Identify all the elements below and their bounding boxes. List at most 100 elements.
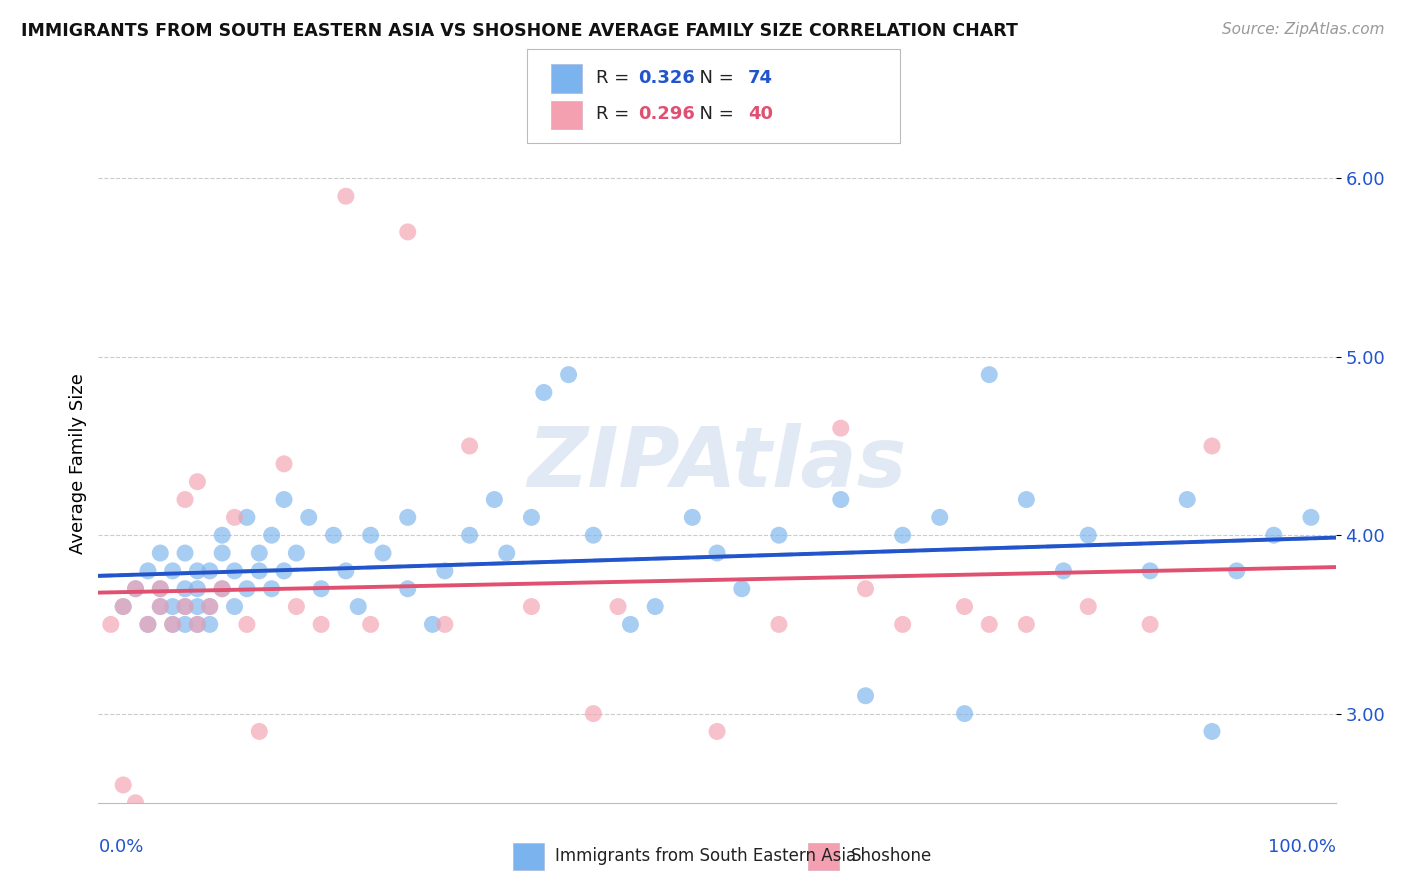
Point [186, 475, 208, 489]
Point [891, 528, 914, 542]
Point [484, 492, 506, 507]
Point [830, 492, 852, 507]
Point [1077, 528, 1099, 542]
Point [162, 599, 184, 614]
Point [211, 582, 233, 596]
Text: Shoshone: Shoshone [851, 847, 932, 865]
Point [260, 528, 283, 542]
Point [360, 617, 382, 632]
Point [1015, 617, 1038, 632]
Point [112, 599, 135, 614]
Point [520, 510, 543, 524]
Text: 0.0%: 0.0% [98, 838, 143, 855]
Point [186, 617, 208, 632]
Point [149, 599, 172, 614]
Point [112, 599, 135, 614]
Text: 0.326: 0.326 [638, 69, 695, 87]
Point [224, 564, 246, 578]
Point [224, 510, 246, 524]
Point [322, 528, 344, 542]
Point [124, 582, 146, 596]
Point [273, 564, 295, 578]
Point [681, 510, 703, 524]
Point [186, 599, 208, 614]
Point [186, 582, 208, 596]
Point [162, 564, 184, 578]
Text: ZIPAtlas: ZIPAtlas [527, 424, 907, 504]
Text: Source: ZipAtlas.com: Source: ZipAtlas.com [1222, 22, 1385, 37]
Point [149, 582, 172, 596]
Point [855, 582, 877, 596]
Point [174, 582, 197, 596]
Point [198, 599, 221, 614]
Text: 0.296: 0.296 [638, 105, 695, 123]
Point [706, 724, 728, 739]
Text: N =: N = [688, 105, 740, 123]
Point [149, 582, 172, 596]
Point [520, 599, 543, 614]
Point [174, 546, 197, 560]
Point [979, 368, 1001, 382]
Point [236, 510, 259, 524]
Point [174, 599, 197, 614]
Point [273, 492, 295, 507]
Point [360, 528, 382, 542]
Text: IMMIGRANTS FROM SOUTH EASTERN ASIA VS SHOSHONE AVERAGE FAMILY SIZE CORRELATION C: IMMIGRANTS FROM SOUTH EASTERN ASIA VS SH… [21, 22, 1018, 40]
Text: 40: 40 [748, 105, 773, 123]
Point [335, 189, 357, 203]
Point [236, 582, 259, 596]
Point [1201, 724, 1223, 739]
Point [1299, 510, 1322, 524]
Point [136, 617, 159, 632]
Point [433, 564, 456, 578]
Point [112, 778, 135, 792]
Point [224, 599, 246, 614]
Text: R =: R = [596, 69, 636, 87]
Point [136, 617, 159, 632]
Point [1139, 617, 1161, 632]
Point [396, 225, 419, 239]
Point [891, 617, 914, 632]
Point [247, 724, 270, 739]
Point [247, 546, 270, 560]
Point [149, 546, 172, 560]
Point [100, 617, 122, 632]
Point [1201, 439, 1223, 453]
Point [619, 617, 641, 632]
Point [174, 599, 197, 614]
Text: 74: 74 [748, 69, 773, 87]
Point [309, 582, 332, 596]
Point [124, 796, 146, 810]
Point [557, 368, 579, 382]
Point [124, 582, 146, 596]
Point [211, 528, 233, 542]
Point [347, 599, 370, 614]
Point [433, 617, 456, 632]
Point [533, 385, 555, 400]
Point [162, 617, 184, 632]
Point [422, 617, 444, 632]
Point [149, 599, 172, 614]
Point [396, 582, 419, 596]
Point [396, 510, 419, 524]
Point [582, 528, 605, 542]
Point [706, 546, 728, 560]
Point [136, 564, 159, 578]
Point [768, 528, 790, 542]
Point [298, 510, 321, 524]
Text: Immigrants from South Eastern Asia: Immigrants from South Eastern Asia [555, 847, 856, 865]
Point [174, 492, 197, 507]
Point [335, 564, 357, 578]
Point [855, 689, 877, 703]
Point [731, 582, 754, 596]
Point [979, 617, 1001, 632]
Point [273, 457, 295, 471]
Point [186, 564, 208, 578]
Point [607, 599, 630, 614]
Text: N =: N = [688, 69, 740, 87]
Point [162, 617, 184, 632]
Point [174, 617, 197, 632]
Point [198, 617, 221, 632]
Point [1077, 599, 1099, 614]
Point [953, 706, 976, 721]
